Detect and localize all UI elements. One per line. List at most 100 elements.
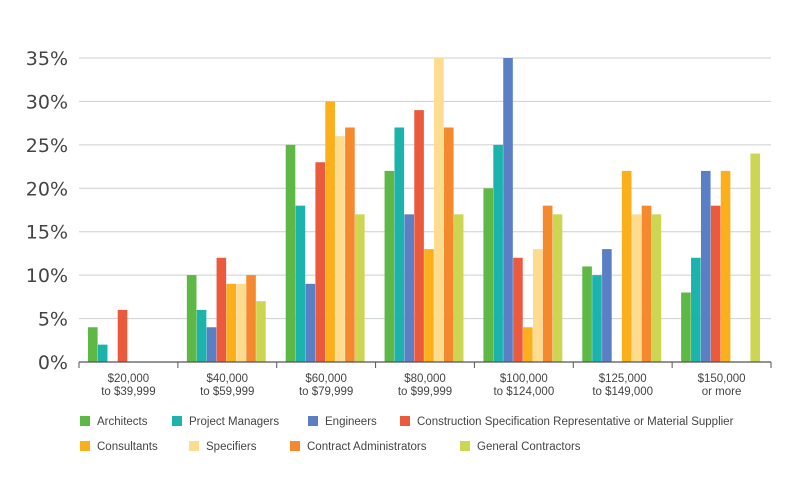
bar-construction-specification-representative-or-material-supplier-1 (117, 309, 128, 362)
bar-specifiers-5 (532, 249, 543, 362)
bar-specifiers-6 (631, 214, 642, 362)
bar-architects-3 (285, 144, 296, 362)
bar-construction-specification-representative-or-material-supplier-4 (414, 110, 424, 362)
y-tick-label: 35% (26, 48, 68, 70)
x-tick-label: or more (702, 386, 742, 398)
legend-item: Architects (80, 416, 148, 428)
bar-consultants-3 (325, 101, 335, 362)
bar-consultants-7 (720, 170, 731, 362)
legend-label: General Contractors (477, 441, 581, 453)
bar-architects-4 (384, 170, 395, 362)
x-tick-label: $150,000 (698, 373, 746, 385)
bar-construction-specification-representative-or-material-supplier-5 (513, 257, 523, 362)
bar-contract-administrators-4 (443, 127, 454, 362)
legend-label: Specifiers (206, 441, 257, 453)
legend-item: Consultants (80, 441, 158, 453)
bar-engineers-4 (404, 214, 414, 362)
bar-architects-7 (681, 292, 691, 362)
bar-construction-specification-representative-or-material-supplier-7 (710, 205, 721, 362)
bar-project-managers-1 (97, 344, 108, 362)
legend-item: Engineers (308, 416, 377, 428)
bar-consultants-4 (424, 249, 434, 362)
bar-contract-administrators-2 (246, 275, 256, 362)
bar-specifiers-3 (335, 136, 345, 362)
y-tick-label: 0% (38, 352, 68, 374)
bar-general-contractors-2 (256, 301, 266, 362)
y-tick-label: 25% (26, 135, 68, 157)
bar-consultants-5 (523, 327, 533, 362)
legend-swatch (172, 416, 182, 426)
x-tick-label: to $124,000 (493, 386, 554, 398)
bar-general-contractors-6 (651, 214, 662, 362)
legend-label: Contract Administrators (307, 441, 427, 453)
x-tick-label: $20,000 (108, 373, 150, 385)
legend-label: Engineers (325, 416, 377, 428)
bar-specifiers-4 (434, 58, 444, 362)
x-tick-label: $60,000 (305, 373, 347, 385)
x-tick-label: $80,000 (404, 373, 446, 385)
bar-engineers-3 (305, 283, 316, 362)
bar-project-managers-5 (493, 144, 503, 362)
bar-engineers-6 (602, 249, 612, 362)
x-tick-label: to $99,999 (398, 386, 452, 398)
legend-label: Consultants (97, 441, 158, 453)
bar-general-contractors-4 (453, 214, 464, 362)
legend-item: Specifiers (189, 441, 257, 453)
legend-swatch (80, 441, 90, 451)
bars (88, 58, 761, 362)
legend-swatch (290, 441, 300, 451)
y-tick-label: 30% (26, 91, 68, 113)
x-tick-label: $40,000 (206, 373, 248, 385)
bar-architects-5 (483, 188, 494, 362)
bar-contract-administrators-5 (542, 205, 553, 362)
bar-consultants-2 (226, 283, 237, 362)
legend: Architects Project Managers Engineers Const… (80, 416, 734, 453)
bar-project-managers-6 (592, 275, 602, 362)
y-tick-label: 20% (26, 178, 68, 200)
bar-architects-2 (186, 275, 197, 362)
bar-construction-specification-representative-or-material-supplier-3 (315, 162, 326, 362)
x-tick-label: to $59,999 (200, 386, 254, 398)
x-tick-label: $125,000 (599, 373, 647, 385)
bar-engineers-7 (700, 170, 711, 362)
legend-item: Contract Administrators (290, 441, 427, 453)
legend-label: Architects (97, 416, 148, 428)
bar-general-contractors-5 (552, 214, 563, 362)
x-tick-label: to $79,999 (299, 386, 353, 398)
bar-contract-administrators-3 (345, 127, 355, 362)
legend-label: Project Managers (189, 416, 279, 428)
bar-general-contractors-7 (750, 153, 761, 362)
legend-swatch (308, 416, 318, 426)
y-tick-label: 5% (38, 309, 68, 331)
y-tick-label: 15% (26, 222, 68, 244)
bar-project-managers-7 (691, 257, 701, 362)
bar-contract-administrators-6 (641, 205, 652, 362)
x-tick-label: to $39,999 (101, 386, 155, 398)
bar-general-contractors-3 (355, 214, 365, 362)
bar-project-managers-2 (196, 309, 207, 362)
legend-swatch (189, 441, 199, 451)
bar-project-managers-3 (295, 205, 306, 362)
x-tick-label: to $149,000 (592, 386, 653, 398)
bar-project-managers-4 (394, 127, 405, 362)
bar-construction-specification-representative-or-material-supplier-2 (216, 257, 227, 362)
x-tick-label: $100,000 (500, 373, 548, 385)
bar-architects-6 (582, 266, 592, 362)
legend-swatch (400, 416, 410, 426)
legend-swatch (460, 441, 470, 451)
y-axis-tick-labels: 0% 5% 10% 15% 20% 25% 30% 35% (26, 48, 68, 374)
bar-consultants-6 (621, 170, 632, 362)
legend-label: Construction Specification Representativ… (417, 416, 734, 428)
legend-item: Construction Specification Representativ… (400, 416, 734, 428)
x-axis (78, 361, 772, 368)
bar-engineers-2 (206, 327, 217, 362)
legend-item: General Contractors (460, 441, 581, 453)
bar-engineers-5 (503, 58, 513, 362)
legend-item: Project Managers (172, 416, 279, 428)
y-tick-label: 10% (26, 265, 68, 287)
bar-specifiers-2 (236, 283, 246, 362)
bar-architects-1 (88, 327, 98, 362)
legend-swatch (80, 416, 90, 426)
